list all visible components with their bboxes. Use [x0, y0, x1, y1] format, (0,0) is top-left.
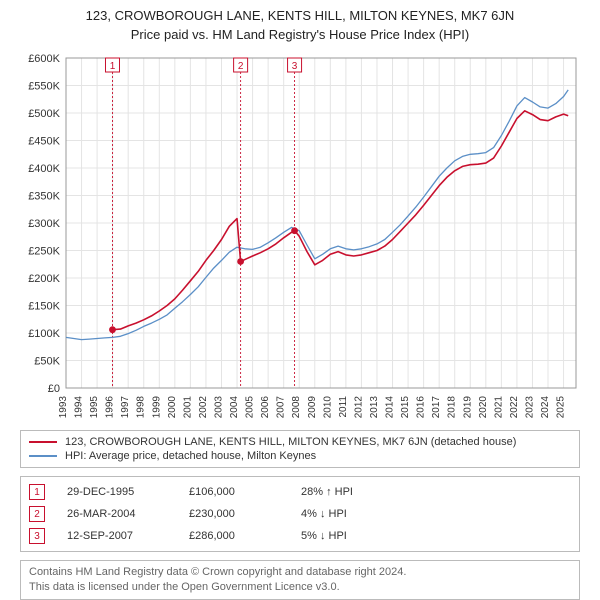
- svg-text:£250K: £250K: [28, 246, 60, 258]
- svg-text:£100K: £100K: [28, 328, 60, 340]
- svg-text:2012: 2012: [353, 396, 364, 419]
- svg-text:£50K: £50K: [34, 356, 60, 368]
- chart-container: 123, CROWBOROUGH LANE, KENTS HILL, MILTO…: [0, 0, 600, 600]
- transaction-row: 3 12-SEP-2007 £286,000 5% ↓ HPI: [29, 525, 571, 547]
- svg-text:1993: 1993: [58, 396, 69, 419]
- svg-text:2017: 2017: [431, 396, 442, 419]
- transaction-marker: 3: [29, 528, 45, 544]
- svg-text:2021: 2021: [493, 396, 504, 419]
- svg-text:2003: 2003: [213, 396, 224, 419]
- legend-label: HPI: Average price, detached house, Milt…: [65, 450, 316, 462]
- svg-text:2013: 2013: [369, 396, 380, 419]
- svg-text:2005: 2005: [245, 396, 256, 419]
- svg-text:2000: 2000: [167, 396, 178, 419]
- svg-text:2024: 2024: [540, 396, 551, 419]
- transaction-date: 12-SEP-2007: [67, 530, 167, 542]
- title-address: 123, CROWBOROUGH LANE, KENTS HILL, MILTO…: [10, 8, 590, 23]
- svg-text:1997: 1997: [120, 396, 131, 419]
- svg-text:2010: 2010: [322, 396, 333, 419]
- legend: 123, CROWBOROUGH LANE, KENTS HILL, MILTO…: [20, 430, 580, 468]
- svg-text:£400K: £400K: [28, 163, 60, 175]
- transaction-date: 26-MAR-2004: [67, 508, 167, 520]
- svg-text:2025: 2025: [556, 396, 567, 419]
- footer-attribution: Contains HM Land Registry data © Crown c…: [20, 560, 580, 600]
- svg-text:2016: 2016: [416, 396, 427, 419]
- legend-label: 123, CROWBOROUGH LANE, KENTS HILL, MILTO…: [65, 436, 516, 448]
- svg-text:2: 2: [238, 61, 244, 72]
- svg-text:£550K: £550K: [28, 81, 60, 93]
- footer-line2: This data is licensed under the Open Gov…: [29, 580, 571, 595]
- transaction-price: £106,000: [189, 486, 279, 498]
- svg-text:2006: 2006: [260, 396, 271, 419]
- svg-text:1: 1: [110, 61, 116, 72]
- svg-text:3: 3: [292, 61, 298, 72]
- svg-text:2009: 2009: [307, 396, 318, 419]
- footer-line1: Contains HM Land Registry data © Crown c…: [29, 565, 571, 580]
- title-subtitle: Price paid vs. HM Land Registry's House …: [10, 27, 590, 42]
- svg-text:£350K: £350K: [28, 191, 60, 203]
- svg-text:2015: 2015: [400, 396, 411, 419]
- svg-text:£0: £0: [48, 383, 60, 395]
- transaction-diff: 5% ↓ HPI: [301, 530, 411, 542]
- legend-row: HPI: Average price, detached house, Milt…: [29, 449, 571, 463]
- legend-swatch: [29, 441, 57, 443]
- transaction-marker: 1: [29, 484, 45, 500]
- chart-svg: £0 £50K £100K £150K £200K £250K £300K £350K £400…: [20, 52, 580, 422]
- svg-text:2001: 2001: [182, 396, 193, 419]
- svg-text:2018: 2018: [447, 396, 458, 419]
- svg-text:2008: 2008: [291, 396, 302, 419]
- title-block: 123, CROWBOROUGH LANE, KENTS HILL, MILTO…: [0, 0, 600, 46]
- legend-swatch: [29, 455, 57, 457]
- svg-text:2019: 2019: [462, 396, 473, 419]
- svg-text:£200K: £200K: [28, 273, 60, 285]
- svg-text:£450K: £450K: [28, 136, 60, 148]
- legend-row: 123, CROWBOROUGH LANE, KENTS HILL, MILTO…: [29, 435, 571, 449]
- chart-area: £0 £50K £100K £150K £200K £250K £300K £350K £400…: [20, 52, 580, 422]
- svg-text:1994: 1994: [74, 396, 85, 419]
- svg-text:1999: 1999: [151, 396, 162, 419]
- svg-text:£150K: £150K: [28, 301, 60, 313]
- transaction-diff: 28% ↑ HPI: [301, 486, 411, 498]
- svg-text:2002: 2002: [198, 396, 209, 419]
- transaction-diff: 4% ↓ HPI: [301, 508, 411, 520]
- svg-text:£300K: £300K: [28, 218, 60, 230]
- svg-text:2020: 2020: [478, 396, 489, 419]
- transaction-marker: 2: [29, 506, 45, 522]
- svg-text:2022: 2022: [509, 396, 520, 419]
- svg-text:£600K: £600K: [28, 53, 60, 65]
- svg-text:1995: 1995: [89, 396, 100, 419]
- svg-text:2023: 2023: [524, 396, 535, 419]
- svg-text:2007: 2007: [276, 396, 287, 419]
- transaction-price: £230,000: [189, 508, 279, 520]
- svg-text:1996: 1996: [105, 396, 116, 419]
- transaction-row: 2 26-MAR-2004 £230,000 4% ↓ HPI: [29, 503, 571, 525]
- svg-text:£500K: £500K: [28, 108, 60, 120]
- svg-text:2004: 2004: [229, 396, 240, 419]
- transaction-row: 1 29-DEC-1995 £106,000 28% ↑ HPI: [29, 481, 571, 503]
- svg-text:2014: 2014: [385, 396, 396, 419]
- transaction-date: 29-DEC-1995: [67, 486, 167, 498]
- transactions-table: 1 29-DEC-1995 £106,000 28% ↑ HPI 2 26-MAR-200…: [20, 476, 580, 552]
- svg-text:1998: 1998: [136, 396, 147, 419]
- svg-text:2011: 2011: [338, 396, 349, 418]
- transaction-price: £286,000: [189, 530, 279, 542]
